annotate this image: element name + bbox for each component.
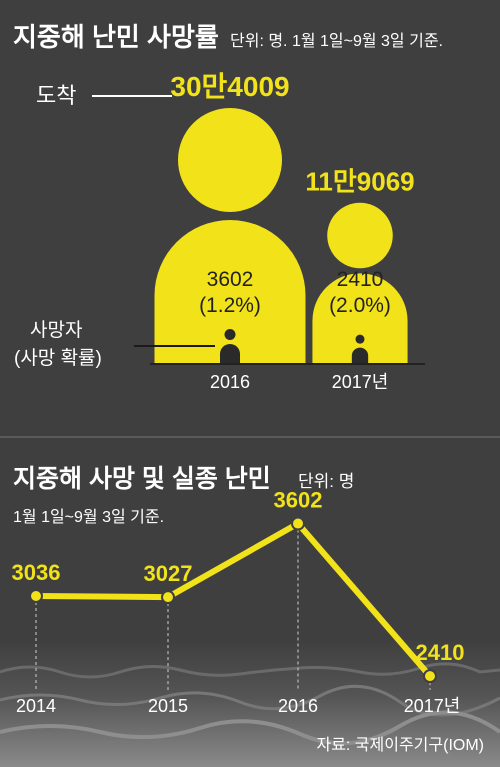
panel1-title: 지중해 난민 사망률 xyxy=(13,22,219,52)
arrival-count-label: 30만4009 xyxy=(170,71,289,102)
panel2-title: 지중해 사망 및 실종 난민 xyxy=(13,465,271,493)
arrival-person-head xyxy=(178,108,282,212)
data-point xyxy=(29,588,43,603)
category-label: 2016 xyxy=(210,372,250,392)
series-line xyxy=(35,520,433,679)
death-rate-label: (2.0%) xyxy=(329,294,391,317)
data-label: 3027 xyxy=(144,561,193,586)
arrival-person-body xyxy=(312,273,408,364)
death-person-head xyxy=(224,329,236,340)
sea-waves xyxy=(0,662,500,679)
data-point xyxy=(291,516,305,531)
death-count-label: 2410 xyxy=(337,268,384,291)
data-label: 3602 xyxy=(274,488,323,513)
death-person-body xyxy=(351,347,369,364)
death-rate-label: (1.2%) xyxy=(199,294,261,317)
panel2-unit: 단위: 명 xyxy=(298,472,354,491)
sea-waves xyxy=(0,710,500,746)
death-label-line1: 사망자 xyxy=(30,319,82,341)
x-tick-label: 2015 xyxy=(148,696,188,716)
panel1-unit-note: 단위: 명. 1월 1일~9월 3일 기준. xyxy=(230,32,443,50)
sea-waves xyxy=(0,684,500,717)
data-point xyxy=(161,590,175,605)
death-person-head xyxy=(355,334,365,344)
death-person-body xyxy=(220,344,240,364)
death-label-line2: (사망 확률) xyxy=(14,347,102,369)
data-label: 3036 xyxy=(12,560,61,585)
x-tick-label: 2016 xyxy=(278,696,318,716)
panel2-date-note: 1월 1일~9월 3일 기준. xyxy=(13,508,164,526)
x-tick-label: 2014 xyxy=(16,696,56,716)
arrival-count-label: 11만9069 xyxy=(305,167,414,197)
x-tick-label: 2017년 xyxy=(404,696,461,716)
arrival-person-body xyxy=(154,220,306,364)
arrival-label: 도착 xyxy=(36,83,76,108)
source-note: 자료: 국제이주기구(IOM) xyxy=(316,736,484,754)
category-label: 2017년 xyxy=(332,372,389,392)
death-count-label: 3602 xyxy=(207,268,254,291)
data-label: 2410 xyxy=(416,640,465,665)
arrival-person-head xyxy=(327,202,393,269)
data-point xyxy=(423,669,437,684)
